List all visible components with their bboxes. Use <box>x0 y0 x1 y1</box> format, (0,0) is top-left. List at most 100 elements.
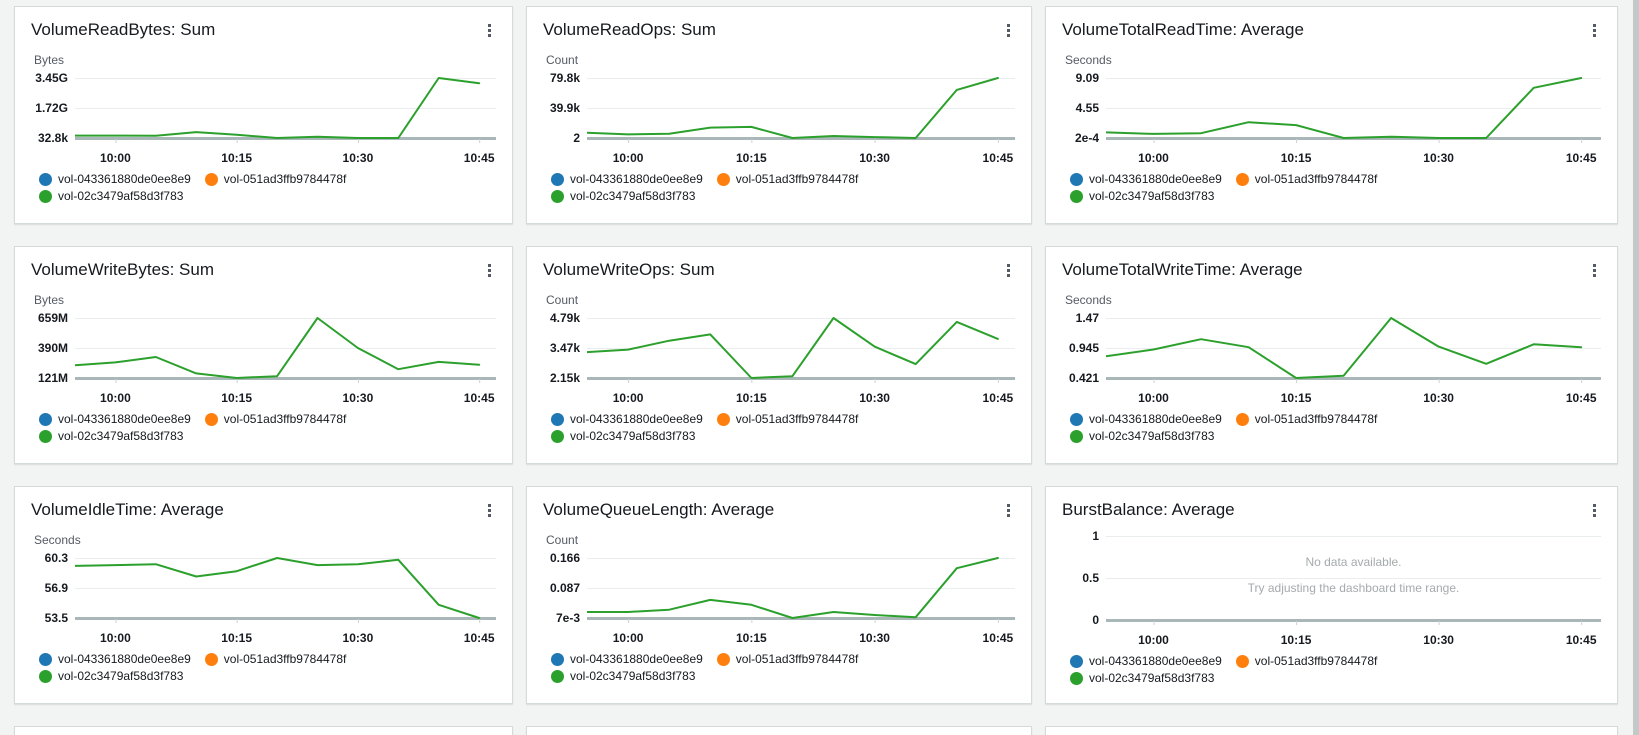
legend-label: vol-043361880de0ee8e9 <box>1089 654 1222 668</box>
kebab-menu-icon <box>487 503 491 507</box>
legend-color-dot <box>39 652 52 666</box>
widget-menu-button[interactable] <box>480 499 498 521</box>
widget-menu-button[interactable] <box>1585 499 1603 521</box>
legend-label: vol-043361880de0ee8e9 <box>58 172 191 186</box>
legend-item[interactable]: vol-02c3479af58d3f783 <box>1070 189 1214 203</box>
x-axis-tick-label: 10:30 <box>1423 633 1454 647</box>
x-axis-tick-label: 10:45 <box>982 391 1014 405</box>
kebab-menu-icon <box>1592 508 1596 512</box>
legend-item[interactable]: vol-051ad3ffb9784478f <box>716 652 858 666</box>
kebab-menu-icon <box>487 508 491 512</box>
widget-menu-button[interactable] <box>1585 259 1603 281</box>
legend-item[interactable]: vol-043361880de0ee8e9 <box>39 652 191 666</box>
card-stub <box>14 726 513 735</box>
vertical-scrollbar[interactable] <box>1633 0 1639 735</box>
legend-item[interactable]: vol-02c3479af58d3f783 <box>1070 671 1214 685</box>
legend-item[interactable]: vol-051ad3ffb9784478f <box>204 172 346 186</box>
y-axis-unit-label: Count <box>546 533 579 547</box>
legend-label: vol-051ad3ffb9784478f <box>223 412 347 426</box>
legend-item[interactable]: vol-051ad3ffb9784478f <box>204 652 347 666</box>
legend-color-dot <box>39 189 52 203</box>
legend-label: vol-043361880de0ee8e9 <box>58 412 191 426</box>
dashboard-grid: VolumeReadBytes: Sum Bytes 3.45G 1.72G 32.… <box>14 6 1618 735</box>
widget-menu-button[interactable] <box>480 259 498 281</box>
chart-plot[interactable] <box>1106 313 1601 385</box>
legend-item[interactable]: vol-02c3479af58d3f783 <box>551 669 695 683</box>
y-axis-unit-label: Bytes <box>34 293 65 307</box>
chart-legend: vol-043361880de0ee8e9 vol-051ad3ffb978447… <box>1070 412 1500 443</box>
kebab-menu-icon <box>487 268 491 272</box>
legend-item[interactable]: vol-043361880de0ee8e9 <box>1070 172 1222 186</box>
chart-plot[interactable] <box>75 73 496 145</box>
widget-menu-button[interactable] <box>1585 19 1603 41</box>
chart-plot[interactable] <box>75 313 496 385</box>
legend-item[interactable]: vol-02c3479af58d3f783 <box>1070 429 1214 443</box>
legend-item[interactable]: vol-02c3479af58d3f783 <box>551 189 695 203</box>
widget-menu-button[interactable] <box>999 19 1017 41</box>
legend-label: vol-051ad3ffb9784478f <box>223 652 347 666</box>
kebab-menu-icon <box>1592 513 1596 517</box>
y-axis-tick-label: 390M <box>37 341 68 355</box>
chart-plot[interactable] <box>587 313 1015 385</box>
x-axis-tick-label: 10:30 <box>342 631 374 645</box>
legend-color-dot <box>1070 189 1083 203</box>
chart-legend: vol-043361880de0ee8e9 vol-051ad3ffb978447… <box>551 172 981 203</box>
legend-item[interactable]: vol-051ad3ffb9784478f <box>716 412 858 426</box>
y-axis-tick-label: 1.72G <box>35 101 68 115</box>
chart-legend: vol-043361880de0ee8e9 vol-051ad3ffb978447… <box>39 412 469 443</box>
x-axis-tick-labels: 10:00 10:15 10:30 10:45 <box>587 625 1015 647</box>
metric-line-series <box>1106 77 1583 139</box>
chart-plot[interactable] <box>587 553 1015 625</box>
y-axis-tick-label: 0 <box>1092 613 1099 627</box>
widget-menu-button[interactable] <box>480 19 498 41</box>
legend-item[interactable]: vol-02c3479af58d3f783 <box>39 669 183 683</box>
chart-plot[interactable]: No data available. Try adjusting the dash… <box>1106 531 1601 627</box>
legend-item[interactable]: vol-02c3479af58d3f783 <box>551 429 695 443</box>
legend-color-dot <box>1070 671 1083 685</box>
y-axis-tick-label: 0.945 <box>1068 341 1099 355</box>
legend-item[interactable]: vol-051ad3ffb9784478f <box>716 172 859 186</box>
legend-item[interactable]: vol-043361880de0ee8e9 <box>551 172 703 186</box>
legend-label: vol-043361880de0ee8e9 <box>58 652 191 666</box>
legend-item[interactable]: vol-02c3479af58d3f783 <box>39 189 183 203</box>
x-axis-tick-label: 10:15 <box>735 631 767 645</box>
legend-item[interactable]: vol-043361880de0ee8e9 <box>39 412 191 426</box>
legend-item[interactable]: vol-051ad3ffb9784478f <box>1235 172 1377 186</box>
legend-label: vol-043361880de0ee8e9 <box>570 652 703 666</box>
y-axis-tick-label: 0.421 <box>1068 371 1099 385</box>
metric-line-series <box>75 557 481 619</box>
y-axis-tick-labels: 79.8k 39.9k 2 <box>543 71 587 145</box>
legend-item[interactable]: vol-02c3479af58d3f783 <box>39 429 183 443</box>
chart-plot[interactable] <box>75 553 496 625</box>
chart-area: 1.47 0.945 0.421 <box>1062 311 1601 385</box>
x-axis-tick-label: 10:15 <box>221 391 253 405</box>
y-axis-tick-label: 4.79k <box>549 311 580 325</box>
kebab-menu-icon <box>1006 513 1010 517</box>
widget-menu-button[interactable] <box>999 259 1017 281</box>
kebab-menu-icon <box>1006 33 1010 37</box>
chart-area: 659M 390M 121M <box>31 311 496 385</box>
legend-item[interactable]: vol-043361880de0ee8e9 <box>39 172 191 186</box>
legend-label: vol-043361880de0ee8e9 <box>1089 172 1222 186</box>
legend-label: vol-02c3479af58d3f783 <box>58 189 184 203</box>
legend-item[interactable]: vol-051ad3ffb9784478f <box>1235 412 1377 426</box>
widget-menu-button[interactable] <box>999 499 1017 521</box>
y-axis-tick-labels: 1.47 0.945 0.421 <box>1062 311 1106 385</box>
legend-item[interactable]: vol-043361880de0ee8e9 <box>551 652 703 666</box>
legend-item[interactable]: vol-043361880de0ee8e9 <box>1070 412 1222 426</box>
chart-plot[interactable] <box>1106 73 1601 145</box>
x-axis-tick-labels: 10:00 10:15 10:30 10:45 <box>1106 385 1601 407</box>
legend-color-dot <box>716 172 730 186</box>
chart-plot[interactable] <box>587 73 1015 145</box>
legend-item[interactable]: vol-051ad3ffb9784478f <box>1235 654 1377 668</box>
y-axis-tick-label: 53.5 <box>44 611 68 625</box>
y-axis-tick-label: 79.8k <box>549 71 580 85</box>
y-axis-unit-label: Bytes <box>34 53 65 67</box>
legend-label: vol-051ad3ffb9784478f <box>735 172 859 186</box>
legend-item[interactable]: vol-051ad3ffb9784478f <box>204 412 347 426</box>
legend-color-dot <box>716 412 730 426</box>
legend-color-dot <box>39 412 52 426</box>
legend-item[interactable]: vol-043361880de0ee8e9 <box>551 412 703 426</box>
legend-label: vol-043361880de0ee8e9 <box>570 172 703 186</box>
legend-item[interactable]: vol-043361880de0ee8e9 <box>1070 654 1222 668</box>
